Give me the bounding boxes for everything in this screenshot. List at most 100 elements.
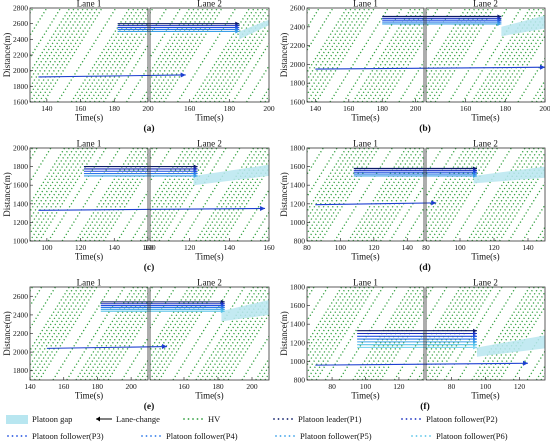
lane-2-trajectories [150, 8, 269, 102]
lane-change-arrowhead [523, 360, 528, 366]
x-tick-label: 160 [460, 104, 472, 113]
x-axis-label: Time(s) [351, 391, 379, 401]
hv-trajectory [150, 287, 209, 380]
hv-trajectory [89, 148, 148, 241]
hv-trajectory [307, 8, 362, 96]
platoon-arrowhead [473, 334, 477, 339]
hv-trajectory [75, 287, 135, 380]
lane-title: Lane 1 [353, 278, 378, 288]
hv-trajectory [116, 190, 148, 241]
lane-title: Lane 1 [353, 0, 378, 9]
hv-trajectory [163, 8, 223, 102]
hv-trajectory [47, 148, 107, 241]
hv-trajectory [93, 14, 148, 102]
hv-trajectory [103, 29, 148, 102]
hv-trajectory [30, 8, 85, 96]
x-tick-label: 100 [454, 243, 466, 252]
hv-trajectory [158, 287, 218, 380]
hv-trajectory [307, 287, 357, 367]
platoon-gap [239, 19, 269, 40]
hv-trajectory [150, 148, 209, 241]
legend-swatch-dot [429, 435, 431, 437]
legend-swatch-dot [293, 435, 295, 437]
hv-trajectory [480, 287, 540, 380]
lane-1-frame [306, 147, 425, 242]
y-tick-label: 1800 [13, 162, 28, 171]
hv-trajectory [30, 287, 70, 352]
legend-swatch-dot [401, 418, 403, 420]
platoon-arrowhead [220, 309, 225, 314]
legend-label: Lane-change [116, 414, 160, 424]
x-tick-label: 120 [488, 243, 500, 252]
y-tick-label: 1800 [290, 79, 305, 88]
y-tick-label: 1000 [290, 357, 305, 366]
y-tick-label: 1800 [290, 144, 305, 153]
legend-arrowhead [96, 416, 100, 422]
panel-label: (f) [420, 401, 430, 412]
hv-trajectory [150, 287, 190, 352]
hv-trajectory [30, 148, 52, 183]
x-axis-label: Time(s) [351, 252, 379, 262]
legend-item: Platoon follower(P2) [401, 414, 498, 424]
legend-swatch-dot [420, 435, 422, 437]
platoon-gap [221, 300, 269, 322]
platoon-arrowhead [473, 328, 477, 333]
y-tick-label: 1400 [290, 320, 305, 329]
hv-trajectory [154, 148, 213, 241]
hv-trajectory [311, 287, 370, 380]
hv-trajectory [352, 8, 412, 102]
hv-trajectory [30, 287, 89, 380]
hv-trajectory [103, 307, 148, 380]
lane-change-arrow [315, 202, 437, 206]
hv-trajectory [30, 287, 84, 374]
legend-item: Platoon leader(P1) [273, 414, 362, 424]
hv-trajectory [426, 148, 471, 220]
hv-trajectory [343, 148, 401, 241]
y-tick-label: 2600 [290, 4, 305, 13]
hv-trajectory [70, 8, 131, 102]
platoon-gap [477, 335, 545, 357]
legend-swatch-dot [141, 435, 143, 437]
hv-trajectory [307, 287, 366, 380]
x-tick-label: 160 [75, 104, 87, 113]
hv-trajectory [375, 162, 424, 241]
hv-trajectory [167, 148, 227, 241]
y-tick-label: 1600 [290, 162, 305, 171]
hv-trajectory [150, 148, 172, 183]
hv-trajectory [150, 8, 200, 89]
legend-swatch-dot [150, 435, 152, 437]
hv-trajectory [307, 148, 361, 235]
hv-trajectory [135, 359, 148, 380]
x-tick-label: 180 [377, 104, 389, 113]
y-tick-label: 1200 [290, 199, 305, 208]
platoon-gap [473, 166, 545, 184]
y-tick-label: 2400 [13, 35, 28, 44]
legend-swatch-dot [192, 418, 194, 420]
hv-trajectory [49, 287, 107, 380]
hv-trajectory [163, 148, 221, 241]
hv-trajectory [93, 153, 148, 241]
hv-trajectory [347, 148, 407, 241]
hv-trajectory [98, 160, 148, 241]
y-tick-label: 1600 [13, 98, 28, 107]
hv-trajectory [200, 148, 259, 241]
hv-trajectory [426, 8, 481, 96]
lane-title: Lane 1 [77, 139, 102, 149]
x-tick-label: 140 [24, 382, 36, 391]
hv-trajectory [352, 148, 412, 241]
legend-swatch-dot [16, 435, 18, 437]
y-axis-label: Distance(m) [2, 33, 12, 77]
lane-2-frame [425, 7, 546, 103]
y-axis-label: Distance(m) [2, 311, 12, 355]
hv-trajectory [186, 287, 246, 380]
lane-title: Lane 1 [77, 0, 102, 9]
hv-trajectory [218, 20, 269, 102]
platoon-arrowhead [497, 21, 502, 26]
legend-swatch-dot [414, 418, 417, 420]
x-tick-label: 140 [109, 243, 121, 252]
panel-label: (c) [144, 262, 155, 273]
hv-trajectory [517, 57, 545, 102]
hv-trajectory [315, 8, 376, 102]
hv-trajectory [503, 34, 545, 102]
hv-trajectory [389, 184, 424, 241]
